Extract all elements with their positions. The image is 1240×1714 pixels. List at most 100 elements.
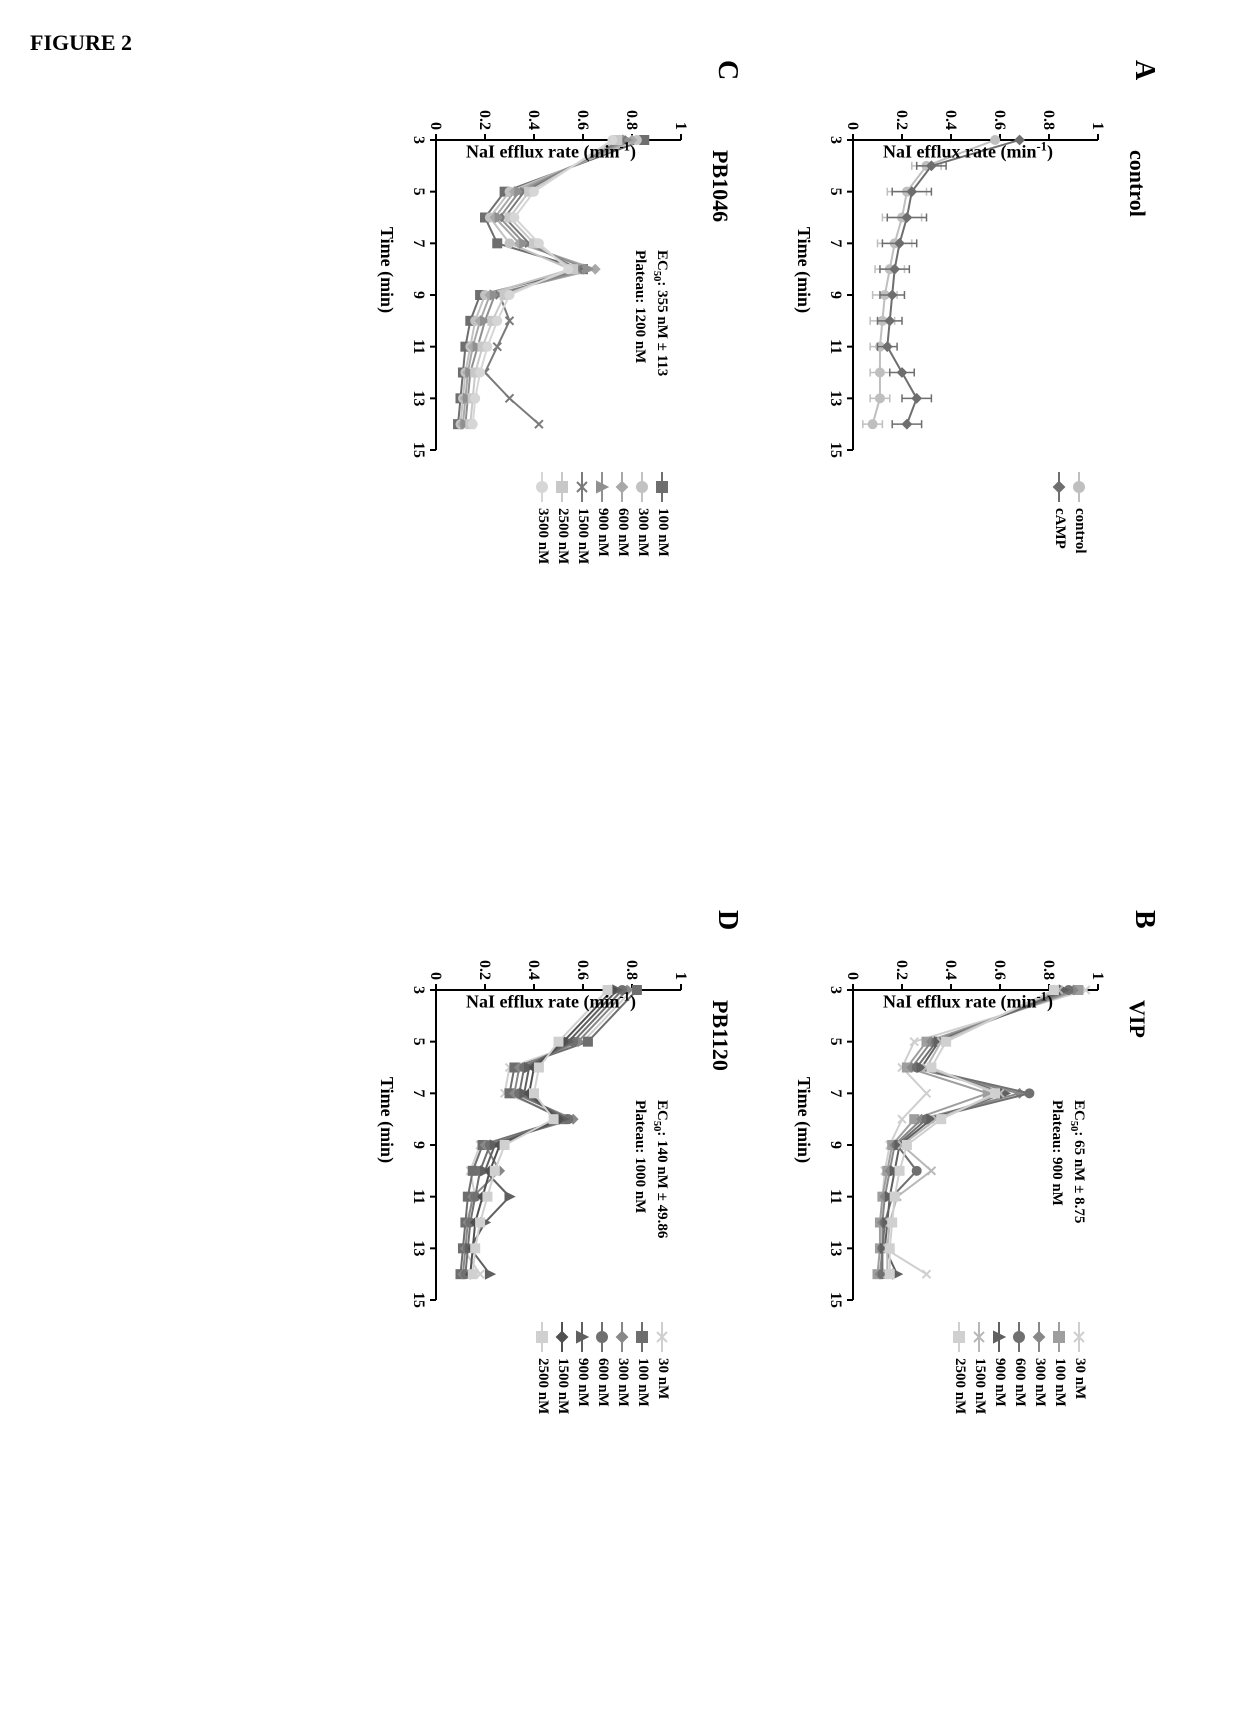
legend-label: 300 nM (614, 1358, 631, 1407)
legend-item: 2500 nM (534, 1322, 551, 1414)
chart-row: 357911131500.20.40.60.81NaI efflux rate … (376, 930, 701, 1680)
chart-row: 357911131500.20.40.60.81NaI efflux rate … (793, 80, 1118, 830)
legend-marker-icon (1073, 480, 1087, 494)
x-axis-label: Time (min) (793, 930, 814, 1310)
legend-item: 300 nM (1031, 1322, 1048, 1414)
panel-C: CPB1046357911131500.20.40.60.81NaI efflu… (376, 80, 733, 830)
svg-text:7: 7 (827, 1089, 844, 1097)
line-chart: 357911131500.20.40.60.81 (818, 80, 1118, 460)
legend-marker-icon (616, 1330, 630, 1344)
legend-marker-icon (636, 480, 650, 494)
svg-text:0.4: 0.4 (525, 960, 542, 980)
svg-text:9: 9 (827, 1141, 844, 1149)
panel-title: VIP (1124, 1000, 1150, 1680)
legend-label: 1500 nM (971, 1358, 988, 1414)
ec50-annotation: EC50: 355 nM ± 113Plateau: 1200 nM (631, 250, 671, 376)
legend-label: 100 nM (634, 1358, 651, 1407)
legend-marker-icon (636, 1330, 650, 1344)
legend-label: control (1071, 508, 1088, 554)
svg-text:0.6: 0.6 (574, 110, 591, 130)
svg-text:1: 1 (1089, 972, 1106, 980)
legend-item: 900 nM (991, 1322, 1008, 1414)
panel-letter: A (1128, 60, 1160, 80)
svg-text:1: 1 (672, 122, 689, 130)
legend-label: 300 nM (634, 508, 651, 557)
legend-marker-icon (556, 1330, 570, 1344)
legend: 30 nM100 nM300 nM600 nM900 nM1500 nM2500… (531, 1322, 671, 1414)
svg-text:0: 0 (844, 972, 861, 980)
legend-marker-icon (596, 1330, 610, 1344)
chart-row: 357911131500.20.40.60.81NaI efflux rate … (793, 930, 1118, 1680)
legend-label: 600 nM (1011, 1358, 1028, 1407)
svg-text:11: 11 (410, 339, 427, 354)
svg-text:5: 5 (827, 188, 844, 196)
legend-marker-icon (1053, 480, 1067, 494)
legend-item: 600 nM (1011, 1322, 1028, 1414)
svg-text:3: 3 (827, 136, 844, 144)
legend-item: 2500 nM (554, 472, 571, 564)
svg-text:0.8: 0.8 (623, 110, 640, 130)
legend-marker-icon (1013, 1330, 1027, 1344)
svg-text:9: 9 (410, 1141, 427, 1149)
legend-label: 100 nM (654, 508, 671, 557)
svg-text:3: 3 (410, 136, 427, 144)
svg-text:15: 15 (410, 1292, 427, 1308)
legend-item: control (1071, 472, 1088, 554)
svg-text:9: 9 (410, 291, 427, 299)
svg-text:5: 5 (410, 188, 427, 196)
legend: 30 nM100 nM300 nM600 nM900 nM1500 nM2500… (948, 1322, 1088, 1414)
chart-box: 357911131500.20.40.60.81NaI efflux rate … (818, 930, 1118, 1310)
svg-text:0.2: 0.2 (476, 960, 493, 980)
ec50-annotation: EC50: 65 nM ± 8.75Plateau: 900 nM (1048, 1100, 1088, 1223)
panel-D: DPB1120357911131500.20.40.60.81NaI efflu… (376, 930, 733, 1680)
svg-text:9: 9 (827, 291, 844, 299)
legend-label: 100 nM (1051, 1358, 1068, 1407)
legend-item: 1500 nM (574, 472, 591, 564)
svg-text:13: 13 (827, 390, 844, 406)
svg-text:0.2: 0.2 (893, 110, 910, 130)
y-axis-label: NaI efflux rate (min-1) (466, 989, 636, 1012)
panel-B: BVIP357911131500.20.40.60.81NaI efflux r… (793, 930, 1150, 1680)
svg-text:11: 11 (827, 1189, 844, 1204)
legend-label: 300 nM (1031, 1358, 1048, 1407)
legend-item: 300 nM (634, 472, 651, 564)
panel-title: PB1120 (707, 1000, 733, 1680)
svg-text:0.8: 0.8 (1040, 960, 1057, 980)
legend-label: 2500 nM (951, 1358, 968, 1414)
svg-text:5: 5 (827, 1038, 844, 1046)
legend-item: 100 nM (1051, 1322, 1068, 1414)
svg-text:15: 15 (827, 1292, 844, 1308)
legend-label: cAMP (1051, 508, 1068, 549)
svg-text:15: 15 (827, 442, 844, 458)
legend-item: 100 nM (634, 1322, 651, 1414)
legend-label: 600 nM (594, 1358, 611, 1407)
legend-label: 600 nM (614, 508, 631, 557)
svg-text:0.8: 0.8 (1040, 110, 1057, 130)
x-axis-label: Time (min) (793, 80, 814, 460)
legend-marker-icon (536, 1330, 550, 1344)
y-axis-label: NaI efflux rate (min-1) (883, 139, 1053, 162)
svg-text:7: 7 (410, 1089, 427, 1097)
legend-item: 300 nM (614, 1322, 631, 1414)
svg-text:13: 13 (410, 1240, 427, 1256)
panel-title: control (1124, 150, 1150, 830)
legend-label: 900 nM (594, 508, 611, 557)
chart-box: 357911131500.20.40.60.81NaI efflux rate … (818, 80, 1118, 460)
legend-label: 3500 nM (534, 508, 551, 564)
panel-grid: Acontrol357911131500.20.40.60.81NaI effl… (376, 80, 1150, 1680)
x-axis-label: Time (min) (376, 930, 397, 1310)
ec50-annotation: EC50: 140 nM ± 49.86Plateau: 1000 nM (631, 1100, 671, 1238)
legend-marker-icon (596, 480, 610, 494)
legend-item: 900 nM (574, 1322, 591, 1414)
figure-rotated-container: Acontrol357911131500.20.40.60.81NaI effl… (376, 80, 1150, 1680)
legend-marker-icon (1073, 1330, 1087, 1344)
svg-text:0.4: 0.4 (525, 110, 542, 130)
legend-label: 1500 nM (574, 508, 591, 564)
legend-marker-icon (576, 480, 590, 494)
panel-letter: B (1128, 910, 1160, 929)
panel-A: Acontrol357911131500.20.40.60.81NaI effl… (793, 80, 1150, 830)
svg-text:7: 7 (410, 239, 427, 247)
figure-label: FIGURE 2 (30, 30, 1210, 56)
legend-marker-icon (616, 480, 630, 494)
chart-row: 357911131500.20.40.60.81NaI efflux rate … (376, 80, 701, 830)
